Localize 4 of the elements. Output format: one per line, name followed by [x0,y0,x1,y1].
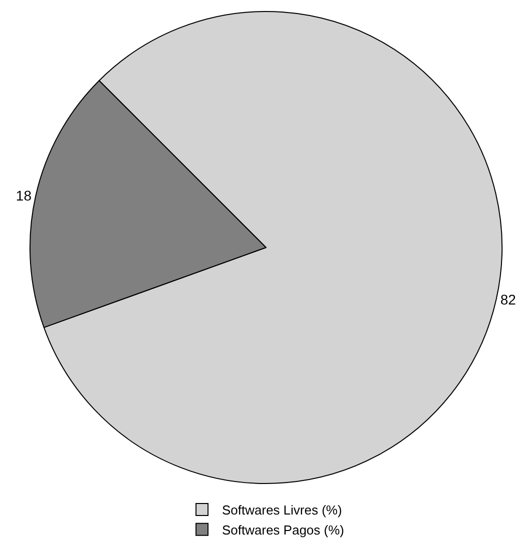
legend-label: Softwares Livres (%) [222,502,342,518]
data-label: 82 [500,291,516,308]
legend-label: Softwares Pagos (%) [222,522,344,538]
data-label: 18 [16,188,32,204]
